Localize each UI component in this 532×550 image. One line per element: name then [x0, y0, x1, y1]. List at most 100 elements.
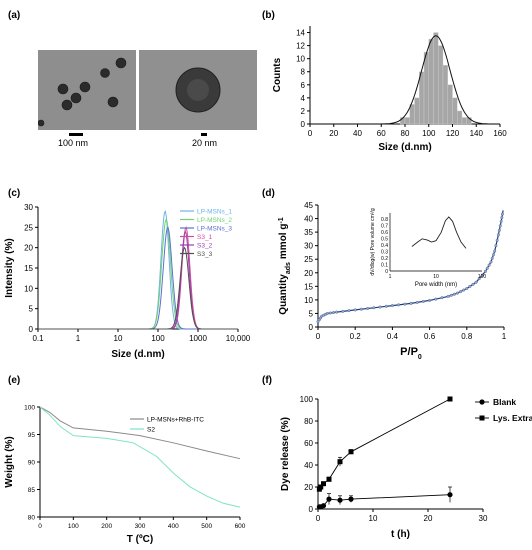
- histogram-bar: [461, 117, 467, 125]
- histogram-bar: [409, 104, 415, 125]
- x-tick-label: 20: [424, 514, 433, 523]
- isotherm-point: [483, 269, 487, 273]
- legend-label: S3_2: [197, 243, 213, 250]
- isotherm-point: [492, 253, 495, 257]
- legend-label: LP-MSNs_3: [197, 226, 232, 233]
- isotherm-point: [341, 309, 345, 313]
- x-tick-label: 0: [316, 332, 321, 341]
- y-tick-label: 20: [304, 483, 313, 492]
- isotherm-point: [440, 296, 444, 300]
- x-tick-label: 40: [353, 129, 362, 138]
- chart-b-histogram: 0 20 40 60 80 100 120 140 160 0 2 4 6 8 10 12 14 Size (d.…: [272, 26, 507, 153]
- x-tick-label: 100: [151, 334, 165, 343]
- panel-label-a: (a): [8, 10, 21, 21]
- y-axis-label: Dye release (%): [280, 417, 291, 491]
- x-tick-label: 60: [377, 129, 386, 138]
- histogram-bar: [414, 97, 420, 125]
- x-tick-label: 10: [114, 334, 123, 343]
- x-tick-label: 0.1: [32, 334, 44, 343]
- scale-label-right: 20 nm: [192, 138, 218, 148]
- inset-y-tick-label: 0.4: [381, 243, 388, 249]
- inset-y-tick-label: 0.5: [381, 237, 388, 243]
- data-point: [321, 481, 326, 487]
- isotherm-point: [474, 280, 478, 284]
- y-tick-label: 30: [304, 242, 313, 251]
- x-tick-label: 80: [401, 129, 410, 138]
- y-tick-label: 100: [24, 405, 35, 412]
- inset-pore-line: [411, 216, 467, 249]
- inset-y-tick-label: 0.7: [381, 224, 388, 230]
- inset-y-tick-label: 0.8: [381, 217, 388, 223]
- histogram-bar: [419, 71, 425, 125]
- y-tick-label: 85: [28, 487, 36, 494]
- isotherm-point: [397, 303, 401, 307]
- y-tick-label: 5: [29, 305, 34, 314]
- x-tick-label: 20: [329, 129, 338, 138]
- isotherm-point: [347, 309, 351, 313]
- data-point: [348, 496, 354, 502]
- legend-marker: [479, 415, 485, 421]
- panel-label-d: (d): [262, 188, 275, 199]
- isotherm-point: [485, 266, 489, 270]
- y-axis-label-sub: ads: [285, 262, 292, 274]
- isotherm-point: [494, 244, 498, 248]
- legend-label: LP-MSNs_2: [197, 217, 232, 224]
- y-axis-label: Weight (%): [4, 436, 15, 487]
- inset-y-tick-label: 0: [385, 269, 388, 275]
- y-tick-label: 90: [28, 460, 36, 467]
- data-point: [320, 503, 327, 509]
- x-tick-label: 200: [101, 523, 112, 530]
- y-axis-label: Quantityadsmmol g-1: [278, 217, 292, 315]
- inset-y-axis-label: dV/dlog(w) Pore volume cm³/g: [370, 208, 376, 275]
- legend-label: S3_1: [197, 234, 213, 241]
- x-tick-label: 1000: [189, 334, 207, 343]
- inset-y-tick-label: 0.3: [381, 249, 388, 255]
- x-tick-label: 0.4: [387, 332, 399, 341]
- scale-label-left: 100 nm: [58, 138, 89, 148]
- isotherm-point: [500, 212, 504, 216]
- y-tick-label: 2: [301, 107, 306, 116]
- x-tick-label: 160: [493, 129, 507, 138]
- isotherm-point: [446, 294, 450, 298]
- isotherm-point: [366, 307, 370, 310]
- legend-label: LP-MSNs_1: [197, 209, 232, 216]
- inset-background: [390, 213, 482, 271]
- legend-label: LP-MSNs+RhB-ITC: [147, 417, 204, 424]
- chart-e-tga: 0 100 200 300 400 500 600 80 85 90 95 100 T (ºC) Weig…: [4, 405, 246, 546]
- gaussian-fit-line: [381, 35, 489, 125]
- y-tick-label: 80: [28, 515, 36, 522]
- y-tick-label: 40: [304, 215, 313, 224]
- tem-particle-right: [175, 67, 221, 113]
- series-line: [39, 406, 241, 460]
- y-tick-label: 6: [301, 81, 306, 90]
- y-tick-label: 0: [29, 325, 34, 334]
- data-point: [348, 449, 354, 455]
- isotherm-point: [452, 292, 456, 296]
- x-tick-label: 1: [502, 332, 507, 341]
- histogram-bar: [442, 65, 448, 125]
- isotherm-point: [415, 300, 419, 304]
- x-tick-label: 0.6: [424, 332, 436, 341]
- y-tick-label: 0: [309, 505, 314, 514]
- isotherm-point: [456, 291, 459, 295]
- isotherm-point: [372, 306, 376, 310]
- x-tick-label: 10: [369, 514, 378, 523]
- histogram-bar: [428, 38, 434, 125]
- scale-bar-right: [201, 133, 207, 136]
- x-axis-label: Size (d.nm): [378, 142, 431, 153]
- inset-y-tick-label: 0.2: [381, 256, 388, 262]
- isotherm-point: [468, 284, 472, 288]
- panel-label-b: (b): [262, 10, 275, 21]
- histogram-bar: [466, 117, 472, 125]
- x-tick-label: 0.2: [350, 332, 362, 341]
- isotherm-point: [497, 228, 501, 232]
- y-tick-label: 25: [24, 223, 33, 232]
- isotherm-point: [487, 263, 491, 267]
- isotherm-point: [428, 298, 432, 302]
- isotherm-point: [489, 260, 493, 264]
- x-axis-label: Size (d.nm): [111, 349, 164, 360]
- isotherm-point: [409, 301, 413, 305]
- isotherm-point: [462, 288, 466, 292]
- isotherm-point: [465, 287, 469, 290]
- x-tick-label: 100: [68, 523, 79, 530]
